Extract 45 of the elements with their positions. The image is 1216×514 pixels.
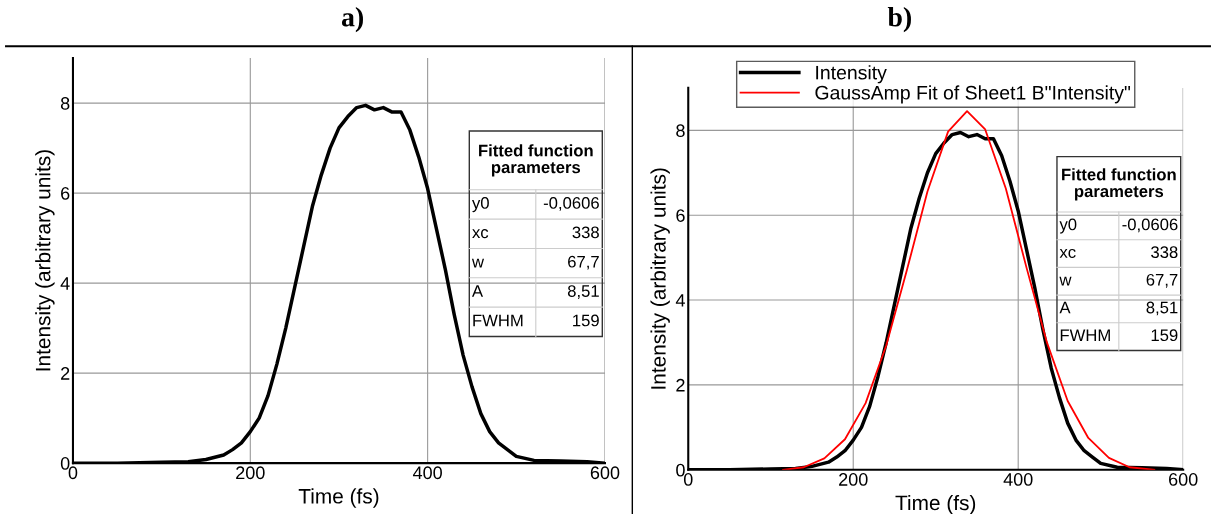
annotation: 338 (1151, 246, 1178, 259)
y-tick-label: 6 (676, 209, 685, 222)
annotation: 67,7 (568, 255, 599, 270)
annotation: FWHM (473, 314, 523, 327)
y-tick-label: 2 (676, 378, 685, 392)
annotation: w (471, 258, 485, 268)
annotation: y0 (472, 197, 489, 213)
annotation: -0,0606 (1122, 218, 1178, 233)
annotation: w (1059, 276, 1072, 286)
annotation: 159 (573, 314, 599, 327)
annotation: 159 (1151, 329, 1178, 342)
x-tick-label: 400 (1003, 473, 1033, 486)
x-axis-title: Time (fs) (298, 488, 379, 508)
x-tick-label: 200 (236, 466, 265, 480)
y-tick-label: 8 (676, 124, 685, 138)
y-tick-label: 6 (61, 187, 70, 200)
annotation: A (471, 285, 484, 297)
annotation: FWHM (1060, 329, 1110, 341)
x-tick-label: 600 (1169, 473, 1198, 486)
y-axis-title: Intensity (arbitrary units) (650, 168, 670, 389)
annotation: 67,7 (1146, 273, 1178, 288)
x-axis-title: Time (fs) (895, 494, 976, 514)
chart-title: a) (341, 6, 363, 33)
y-tick-label: 4 (60, 277, 70, 290)
annotation: -0,0606 (543, 197, 599, 211)
legend-label: GaussAmp Fit of Sheet1 B"Intensity" (815, 85, 1131, 104)
annotation: Fitted function parameters (479, 144, 593, 177)
x-tick-label: 400 (412, 466, 442, 480)
annotation: 8,51 (1146, 301, 1178, 316)
annotation: xc (472, 229, 489, 239)
annotation: 8,51 (567, 285, 599, 299)
y-tick-label: 4 (675, 294, 685, 307)
y-tick-label: 8 (60, 97, 70, 110)
annotation: y0 (1059, 218, 1077, 234)
annotation: xc (1059, 248, 1076, 259)
annotation: Fitted function parameters (1062, 168, 1176, 201)
y-tick-label: 2 (61, 367, 70, 380)
x-tick-label: 600 (590, 466, 620, 480)
annotation: 338 (572, 226, 599, 239)
y-tick-label: 0 (60, 457, 70, 470)
x-tick-label: 200 (839, 473, 868, 486)
y-axis-title: Intensity (arbitrary units) (35, 150, 55, 371)
annotation: A (1059, 301, 1071, 314)
chart-title: b) (887, 6, 911, 33)
legend-label: Intensity (816, 65, 887, 84)
